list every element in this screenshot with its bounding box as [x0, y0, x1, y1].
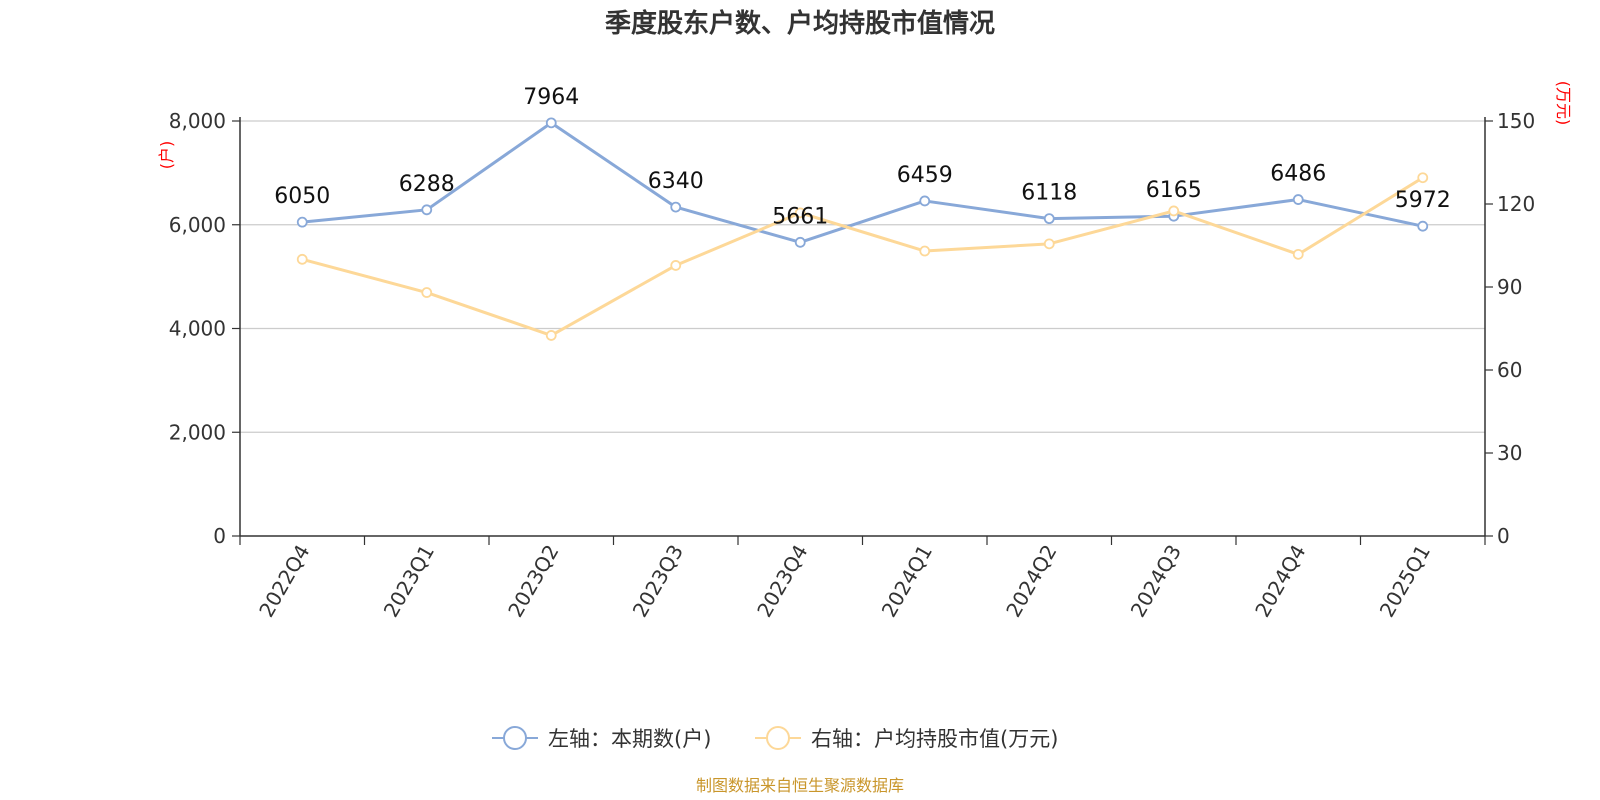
right-series-point [919, 245, 931, 257]
left-series-point [421, 204, 433, 216]
left-series-point [919, 195, 931, 207]
right-axis-tick-label: 90 [1497, 275, 1522, 299]
right-series-point [1292, 248, 1304, 260]
left-series-point [1417, 220, 1429, 232]
data-label: 5972 [1395, 188, 1451, 213]
left-axis-tick-label: 2,000 [169, 420, 226, 444]
right-axis-unit: (万元) [1554, 81, 1573, 126]
x-axis-tick-label: 2023Q3 [628, 541, 688, 622]
data-label: 6118 [1021, 181, 1077, 206]
data-source-footer: 制图数据来自恒生聚源数据库 [696, 776, 904, 795]
right-series-point [1168, 205, 1180, 217]
left-axis-tick-label: 0 [213, 524, 226, 548]
x-axis-tick-label: 2024Q2 [1001, 541, 1061, 622]
legend-marker-right [766, 726, 790, 750]
left-series-line [302, 121, 1424, 244]
right-axis-tick-label: 30 [1497, 441, 1522, 465]
left-series-point [1043, 213, 1055, 225]
right-series-point [794, 207, 806, 219]
left-axis-unit: (户) [157, 141, 176, 170]
left-series-point [545, 117, 557, 129]
x-axis-tick-label: 2023Q2 [503, 541, 563, 622]
right-axis-tick-label: 120 [1497, 192, 1535, 216]
data-label: 6165 [1146, 178, 1202, 203]
right-axis-tick-label: 60 [1497, 358, 1522, 382]
left-series-point [794, 236, 806, 248]
left-series-point [296, 216, 308, 228]
legend-item-right-series[interactable]: 右轴：户均持股市值(万元) [755, 726, 1058, 751]
x-axis-tick-label: 2023Q4 [752, 541, 812, 622]
legend-label-left: 左轴：本期数(户) [548, 727, 711, 751]
data-label: 6486 [1270, 162, 1326, 187]
right-series-point [421, 287, 433, 298]
data-label: 6459 [897, 163, 953, 188]
x-axis-tick-label: 2024Q3 [1126, 541, 1186, 622]
right-series-point [670, 260, 682, 271]
right-series-point [1417, 172, 1429, 184]
data-label: 6050 [274, 184, 330, 209]
data-label: 5661 [772, 204, 828, 229]
gridlines [240, 120, 1485, 433]
left-axis-tick-label: 6,000 [169, 213, 226, 237]
left-series-point [670, 201, 682, 213]
legend: 左轴：本期数(户) 右轴：户均持股市值(万元) [492, 726, 1058, 751]
data-label: 6288 [399, 172, 455, 197]
chart-title: 季度股东户数、户均持股市值情况 [605, 8, 995, 39]
left-axis-tick-label: 4,000 [169, 317, 226, 341]
data-labels: 6050 6288 7964 6340 5661 6459 6118 6165 6486 5972 [274, 85, 1451, 229]
x-axis-tick-label: 2023Q1 [379, 541, 439, 622]
right-axis-tick-label: 0 [1497, 524, 1510, 548]
right-series-line [301, 176, 1424, 337]
series [296, 117, 1429, 341]
x-axis-tick-label: 2022Q4 [254, 541, 314, 622]
right-series-point [1043, 238, 1055, 250]
right-series-point [296, 253, 308, 265]
right-axis-tick-label: 150 [1497, 109, 1535, 133]
left-series-point [1292, 194, 1304, 205]
x-axis-tick-label: 2024Q1 [877, 541, 937, 622]
right-series-point [545, 330, 557, 341]
axes: 0 2,000 4,000 6,000 8,000 0 30 60 90 120 150 2022Q4… [169, 109, 1535, 621]
data-label: 6340 [648, 169, 704, 194]
data-label: 7964 [523, 85, 579, 110]
legend-marker-left [503, 726, 527, 750]
legend-item-left-series[interactable]: 左轴：本期数(户) [492, 726, 711, 751]
legend-label-right: 右轴：户均持股市值(万元) [811, 727, 1058, 751]
x-axis-tick-label: 2024Q4 [1250, 541, 1310, 622]
x-axis-tick-label: 2025Q1 [1375, 541, 1435, 622]
left-axis-tick-label: 8,000 [169, 109, 226, 133]
